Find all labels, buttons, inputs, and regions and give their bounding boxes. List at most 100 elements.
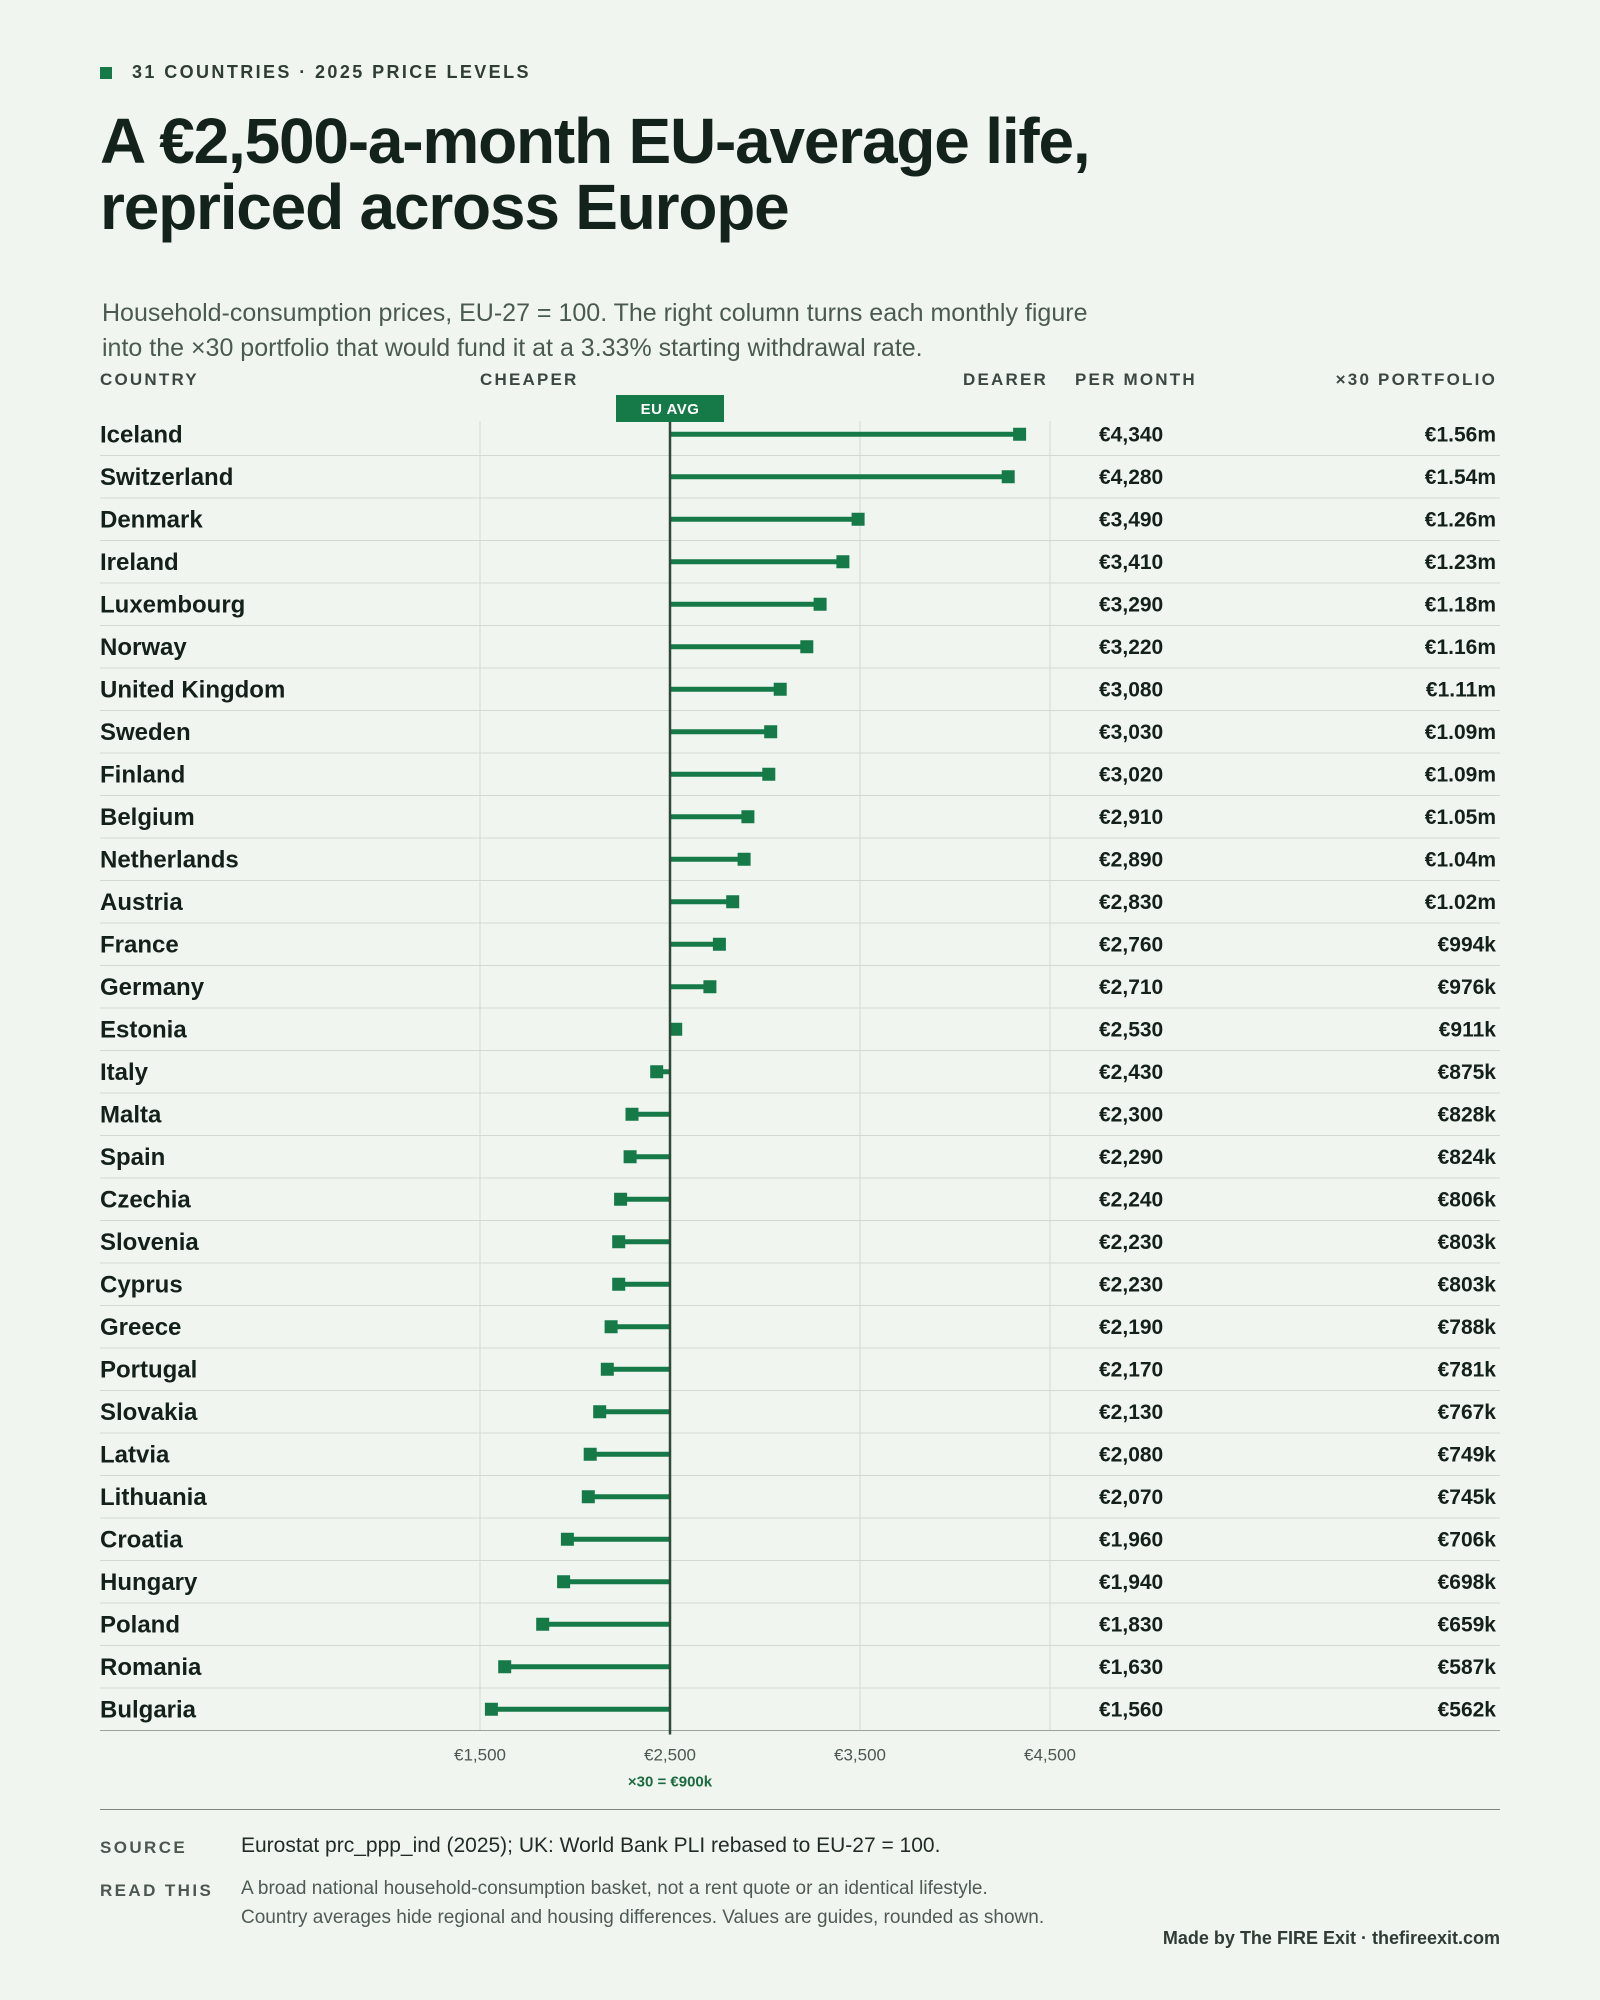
bar-end-point [813,597,827,611]
bar-end-point [583,1447,597,1461]
bar [563,1579,670,1585]
bar [670,686,781,692]
source-text: Eurostat prc_ppp_ind (2025); UK: World B… [241,1834,941,1857]
bar [670,899,733,905]
eyebrow-square-icon [100,66,112,79]
bar-end-point [581,1490,595,1504]
bar [670,984,710,990]
per-month-value: €3,220 [1099,636,1163,659]
bar [670,771,769,777]
portfolio-value: €911k [1439,1018,1497,1041]
per-month-value: €3,410 [1099,551,1163,574]
country-label: Spain [100,1144,165,1171]
read-this-line-2: Country averages hide regional and housi… [241,1907,1045,1928]
per-month-value: €2,890 [1099,848,1163,871]
portfolio-value: €781k [1438,1358,1497,1381]
portfolio-value: €745k [1438,1486,1497,1509]
x-tick-label: €3,500 [834,1746,886,1765]
per-month-value: €2,080 [1099,1443,1163,1466]
bar-end-point [764,725,778,739]
eu-average-label: EU AVG [641,401,700,418]
chart-title: A €2,500-a-month EU-average life, repric… [100,108,1300,240]
per-month-value: €1,830 [1099,1613,1163,1636]
per-month-value: €2,830 [1099,891,1163,914]
country-label: United Kingdom [100,676,285,703]
country-label: Germany [100,974,205,1001]
per-month-value: €2,290 [1099,1146,1163,1169]
portfolio-value: €875k [1438,1061,1497,1084]
per-month-value: €1,560 [1099,1698,1163,1721]
bar-end-point [560,1532,574,1546]
country-label: Belgium [100,804,195,831]
portfolio-value: €803k [1438,1273,1497,1296]
portfolio-value: €824k [1438,1146,1497,1169]
bar-end-point [1013,427,1027,441]
per-month-value: €1,940 [1099,1571,1163,1594]
bar-end-point [536,1617,550,1631]
bar [607,1366,670,1372]
per-month-value: €2,430 [1099,1061,1163,1084]
portfolio-value: €1.09m [1425,763,1496,786]
portfolio-value: €659k [1438,1613,1497,1636]
bar-end-point [612,1277,626,1291]
country-label: Italy [100,1059,149,1086]
portfolio-value: €806k [1438,1188,1497,1211]
bar-end-point [557,1575,571,1589]
chart-subtitle-line-2: into the ×30 portfolio that would fund i… [102,334,923,362]
per-month-value: €3,290 [1099,593,1163,616]
portfolio-value: €1.02m [1425,891,1496,914]
portfolio-value: €1.56m [1425,423,1496,446]
per-month-value: €2,190 [1099,1316,1163,1339]
bar [670,856,745,862]
chart-subtitle-line-1: Household-consumption prices, EU-27 = 10… [102,299,1088,327]
per-month-value: €2,910 [1099,806,1163,829]
per-month-value: €2,070 [1099,1486,1163,1509]
bar-end-point [604,1320,618,1334]
bar-end-point [600,1362,614,1376]
read-this-line-1: A broad national household-consumption b… [241,1878,988,1899]
bar-end-point [851,512,865,526]
bar [611,1324,670,1330]
country-label: Portugal [100,1356,197,1383]
country-label: Luxembourg [100,591,245,618]
x-tick-label: €2,500 [644,1746,696,1765]
country-label: Denmark [100,506,203,533]
portfolio-value: €1.04m [1425,848,1496,871]
bar-end-point [712,937,726,951]
bar [670,729,771,735]
bar [670,814,748,820]
bar-end-point [650,1065,664,1079]
country-label: Hungary [100,1569,198,1596]
per-month-value: €2,230 [1099,1273,1163,1296]
bar [670,516,859,522]
country-label: Finland [100,761,185,788]
portfolio-value: €1.11m [1426,678,1496,701]
portfolio-value: €1.54m [1425,466,1496,489]
country-label: Slovakia [100,1399,198,1426]
column-header-dearer: DEARER [963,370,1048,389]
column-header-portfolio: ×30 PORTFOLIO [1335,370,1497,389]
bar-end-point [498,1660,512,1674]
bar-end-point [800,640,814,654]
portfolio-value: €706k [1438,1528,1497,1551]
price-level-chart: Iceland €4,340 €1.56m Switzerland €4,280 €1.5… [100,395,1500,1791]
per-month-value: €2,710 [1099,976,1163,999]
portfolio-value: €587k [1438,1656,1497,1679]
per-month-value: €3,030 [1099,721,1163,744]
bar-end-point [836,555,850,569]
bar [542,1621,670,1627]
read-this-text: A broad national household-consumption b… [241,1874,1044,1932]
bar [618,1239,670,1245]
bar [670,941,720,947]
portfolio-value: €1.18m [1425,593,1496,616]
country-label: Sweden [100,719,191,746]
per-month-value: €2,240 [1099,1188,1163,1211]
per-month-value: €2,230 [1099,1231,1163,1254]
bar [588,1494,670,1500]
country-label: Iceland [100,421,183,448]
country-label: Croatia [100,1526,183,1553]
bar-end-point [593,1405,607,1419]
portfolio-value: €1.05m [1425,806,1496,829]
column-header-cheaper: CHEAPER [480,370,579,389]
credit: Made by The FIRE Exit · thefireexit.com [1162,1928,1500,1948]
